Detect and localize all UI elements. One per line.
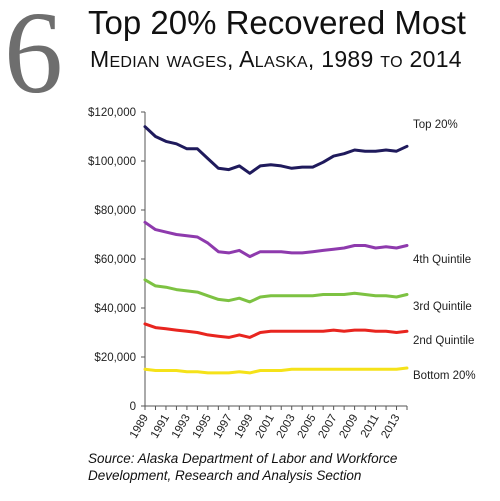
chart-axes: 0 $20,000 $40,000 $60,000 $80,000 $100,000 $12… [88,107,408,441]
x-tick-label: 1989 [128,413,151,441]
x-tick-label: 2011 [359,413,382,440]
x-tick-label: 2005 [296,413,319,441]
y-tick-label: $80,000 [94,205,136,217]
chart-series [143,125,409,375]
series-label: Bottom 20% [413,370,476,382]
x-tick-label: 2009 [337,413,360,441]
x-tick-label: 1997 [212,413,235,441]
figure-number: 6 [4,0,63,118]
x-tick-label: 1993 [170,413,193,441]
series-line-4 [143,322,409,339]
y-tick-label: $120,000 [88,107,136,119]
series-line-2 [143,220,409,259]
y-tick-label: $40,000 [94,303,136,315]
x-tick-label: 2013 [379,413,402,441]
x-tick-label: 2007 [317,413,340,441]
y-tick-label: $100,000 [88,156,136,168]
y-tick-label: $20,000 [94,352,136,364]
series-label: 2nd Quintile [413,335,474,347]
chart-subtitle: Median wages, Alaska, 1989 to 2014 [90,46,462,72]
series-label: 4th Quintile [413,254,471,266]
x-tick-label: 1991 [149,413,172,441]
source-note: Source: Alaska Department of Labor and W… [88,450,397,484]
chart-series-labels: Top 20% 4th Quintile 3rd Quintile 2nd Quint… [413,119,476,382]
source-line-2: Development, Research and Analysis Secti… [88,468,362,483]
series-line-5 [143,366,409,375]
series-label: 3rd Quintile [413,301,472,313]
chart-title: Top 20% Recovered Most [88,4,466,41]
x-tick-label: 2001 [254,413,277,441]
series-line-1 [143,125,409,175]
y-tick-label: 0 [130,401,136,413]
x-tick-label: 1999 [233,413,256,441]
x-tick-label: 1995 [191,413,214,441]
source-line-1: Source: Alaska Department of Labor and W… [88,451,398,466]
series-line-3 [143,278,409,304]
series-label: Top 20% [413,119,458,131]
x-tick-label: 2003 [275,413,298,441]
y-tick-label: $60,000 [94,254,136,266]
